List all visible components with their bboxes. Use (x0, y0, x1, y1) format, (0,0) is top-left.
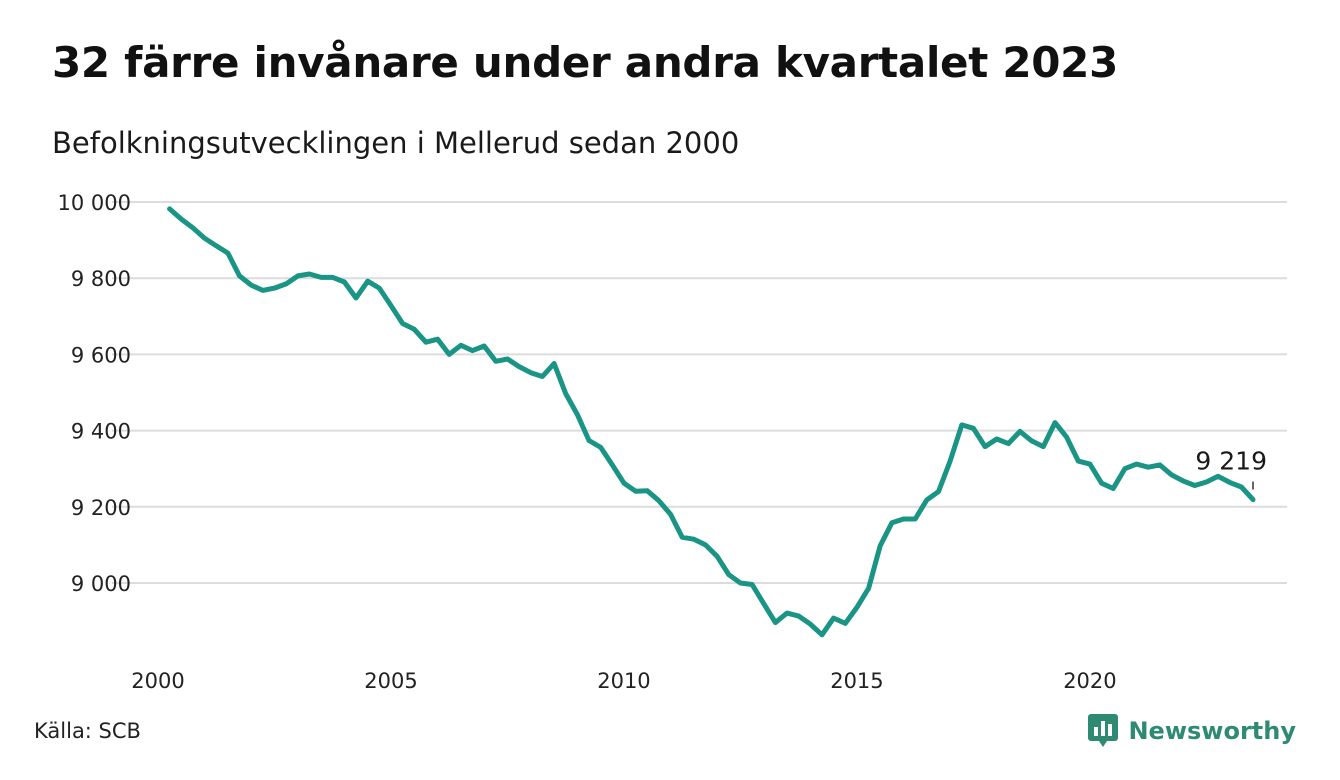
end-value-label: 9 219 (1195, 447, 1267, 476)
x-tick-label: 2020 (1063, 669, 1116, 693)
y-tick-label: 10 000 (58, 191, 131, 215)
x-axis-ticks: 2000 2005 2010 2015 2020 (131, 669, 1116, 693)
brand-logo: Newsworthy (1088, 714, 1296, 748)
annotations: 9 219 (1195, 447, 1267, 490)
source-note: Källa: SCB (34, 719, 141, 743)
y-tick-label: 9 600 (71, 343, 131, 367)
x-tick-label: 2015 (830, 669, 883, 693)
y-tick-label: 9 000 (71, 572, 131, 596)
x-tick-label: 2000 (131, 669, 184, 693)
y-tick-label: 9 800 (71, 267, 131, 291)
bar-chart-speech-bubble-icon (1088, 714, 1119, 747)
population-line (167, 206, 1256, 638)
y-tick-label: 9 200 (71, 496, 131, 520)
x-tick-label: 2005 (364, 669, 417, 693)
y-tick-label: 9 400 (71, 420, 131, 444)
chart-subtitle: Befolkningsutvecklingen i Mellerud sedan… (52, 126, 740, 160)
x-tick-label: 2010 (597, 669, 650, 693)
y-axis-ticks: 9 000 9 200 9 400 9 600 9 800 10 000 (58, 191, 131, 596)
chart-title: 32 färre invånare under andra kvartalet … (52, 38, 1119, 87)
gridlines (112, 201, 1287, 584)
brand-name: Newsworthy (1128, 717, 1296, 745)
series-group (167, 206, 1256, 638)
